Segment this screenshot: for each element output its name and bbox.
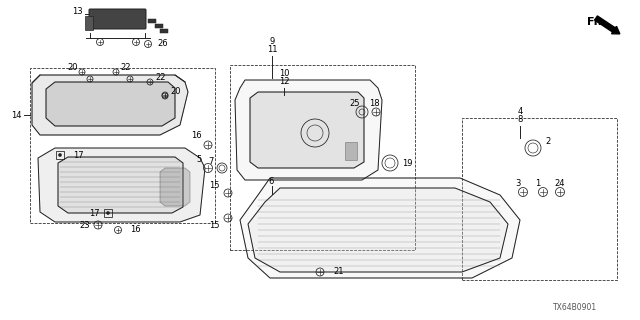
Bar	[155, 24, 163, 28]
Text: 5: 5	[196, 156, 202, 164]
Text: 21: 21	[333, 268, 344, 276]
Text: 16: 16	[130, 226, 141, 235]
Text: 14: 14	[12, 110, 22, 119]
Text: 12: 12	[279, 77, 289, 86]
Polygon shape	[46, 82, 175, 126]
Text: 15: 15	[209, 181, 220, 190]
Text: 4: 4	[517, 108, 523, 116]
Bar	[462, 118, 617, 280]
Text: 18: 18	[369, 100, 380, 108]
Polygon shape	[235, 80, 382, 180]
FancyBboxPatch shape	[89, 9, 146, 29]
Circle shape	[106, 212, 109, 215]
Text: 8: 8	[517, 116, 523, 124]
Bar	[148, 19, 156, 23]
Text: 10: 10	[279, 69, 289, 78]
Bar	[30, 68, 215, 223]
Text: 2: 2	[545, 138, 550, 147]
Text: 20: 20	[67, 63, 78, 73]
Text: 13: 13	[72, 7, 83, 17]
Text: 24: 24	[555, 180, 565, 188]
Text: 11: 11	[267, 45, 277, 54]
Bar	[230, 65, 415, 250]
Text: 3: 3	[515, 180, 521, 188]
Text: 17: 17	[90, 209, 100, 218]
Polygon shape	[38, 148, 205, 222]
Text: 17: 17	[73, 150, 84, 159]
Text: 6: 6	[268, 178, 273, 187]
Bar	[56, 151, 64, 159]
Polygon shape	[58, 157, 183, 213]
Text: 15: 15	[209, 220, 220, 229]
Polygon shape	[240, 178, 520, 278]
Bar	[85, 16, 93, 30]
Polygon shape	[160, 168, 190, 206]
Polygon shape	[32, 75, 188, 135]
Text: 22: 22	[155, 74, 166, 83]
Text: 19: 19	[402, 158, 413, 167]
Text: 16: 16	[191, 132, 202, 140]
Text: 23: 23	[79, 220, 90, 229]
Circle shape	[58, 153, 61, 156]
Polygon shape	[248, 188, 508, 272]
Text: 9: 9	[269, 37, 275, 46]
Text: 7: 7	[209, 156, 214, 165]
Polygon shape	[250, 92, 364, 168]
Bar	[345, 142, 357, 160]
Text: 22: 22	[120, 63, 131, 73]
Text: 1: 1	[536, 180, 541, 188]
Text: Fr.: Fr.	[587, 17, 602, 27]
Bar	[160, 29, 168, 33]
Bar	[104, 209, 112, 217]
Text: 25: 25	[349, 100, 360, 108]
Text: 20: 20	[170, 87, 180, 97]
Text: TX64B0901: TX64B0901	[553, 303, 597, 313]
FancyArrow shape	[595, 16, 620, 34]
Text: 26: 26	[157, 39, 168, 49]
